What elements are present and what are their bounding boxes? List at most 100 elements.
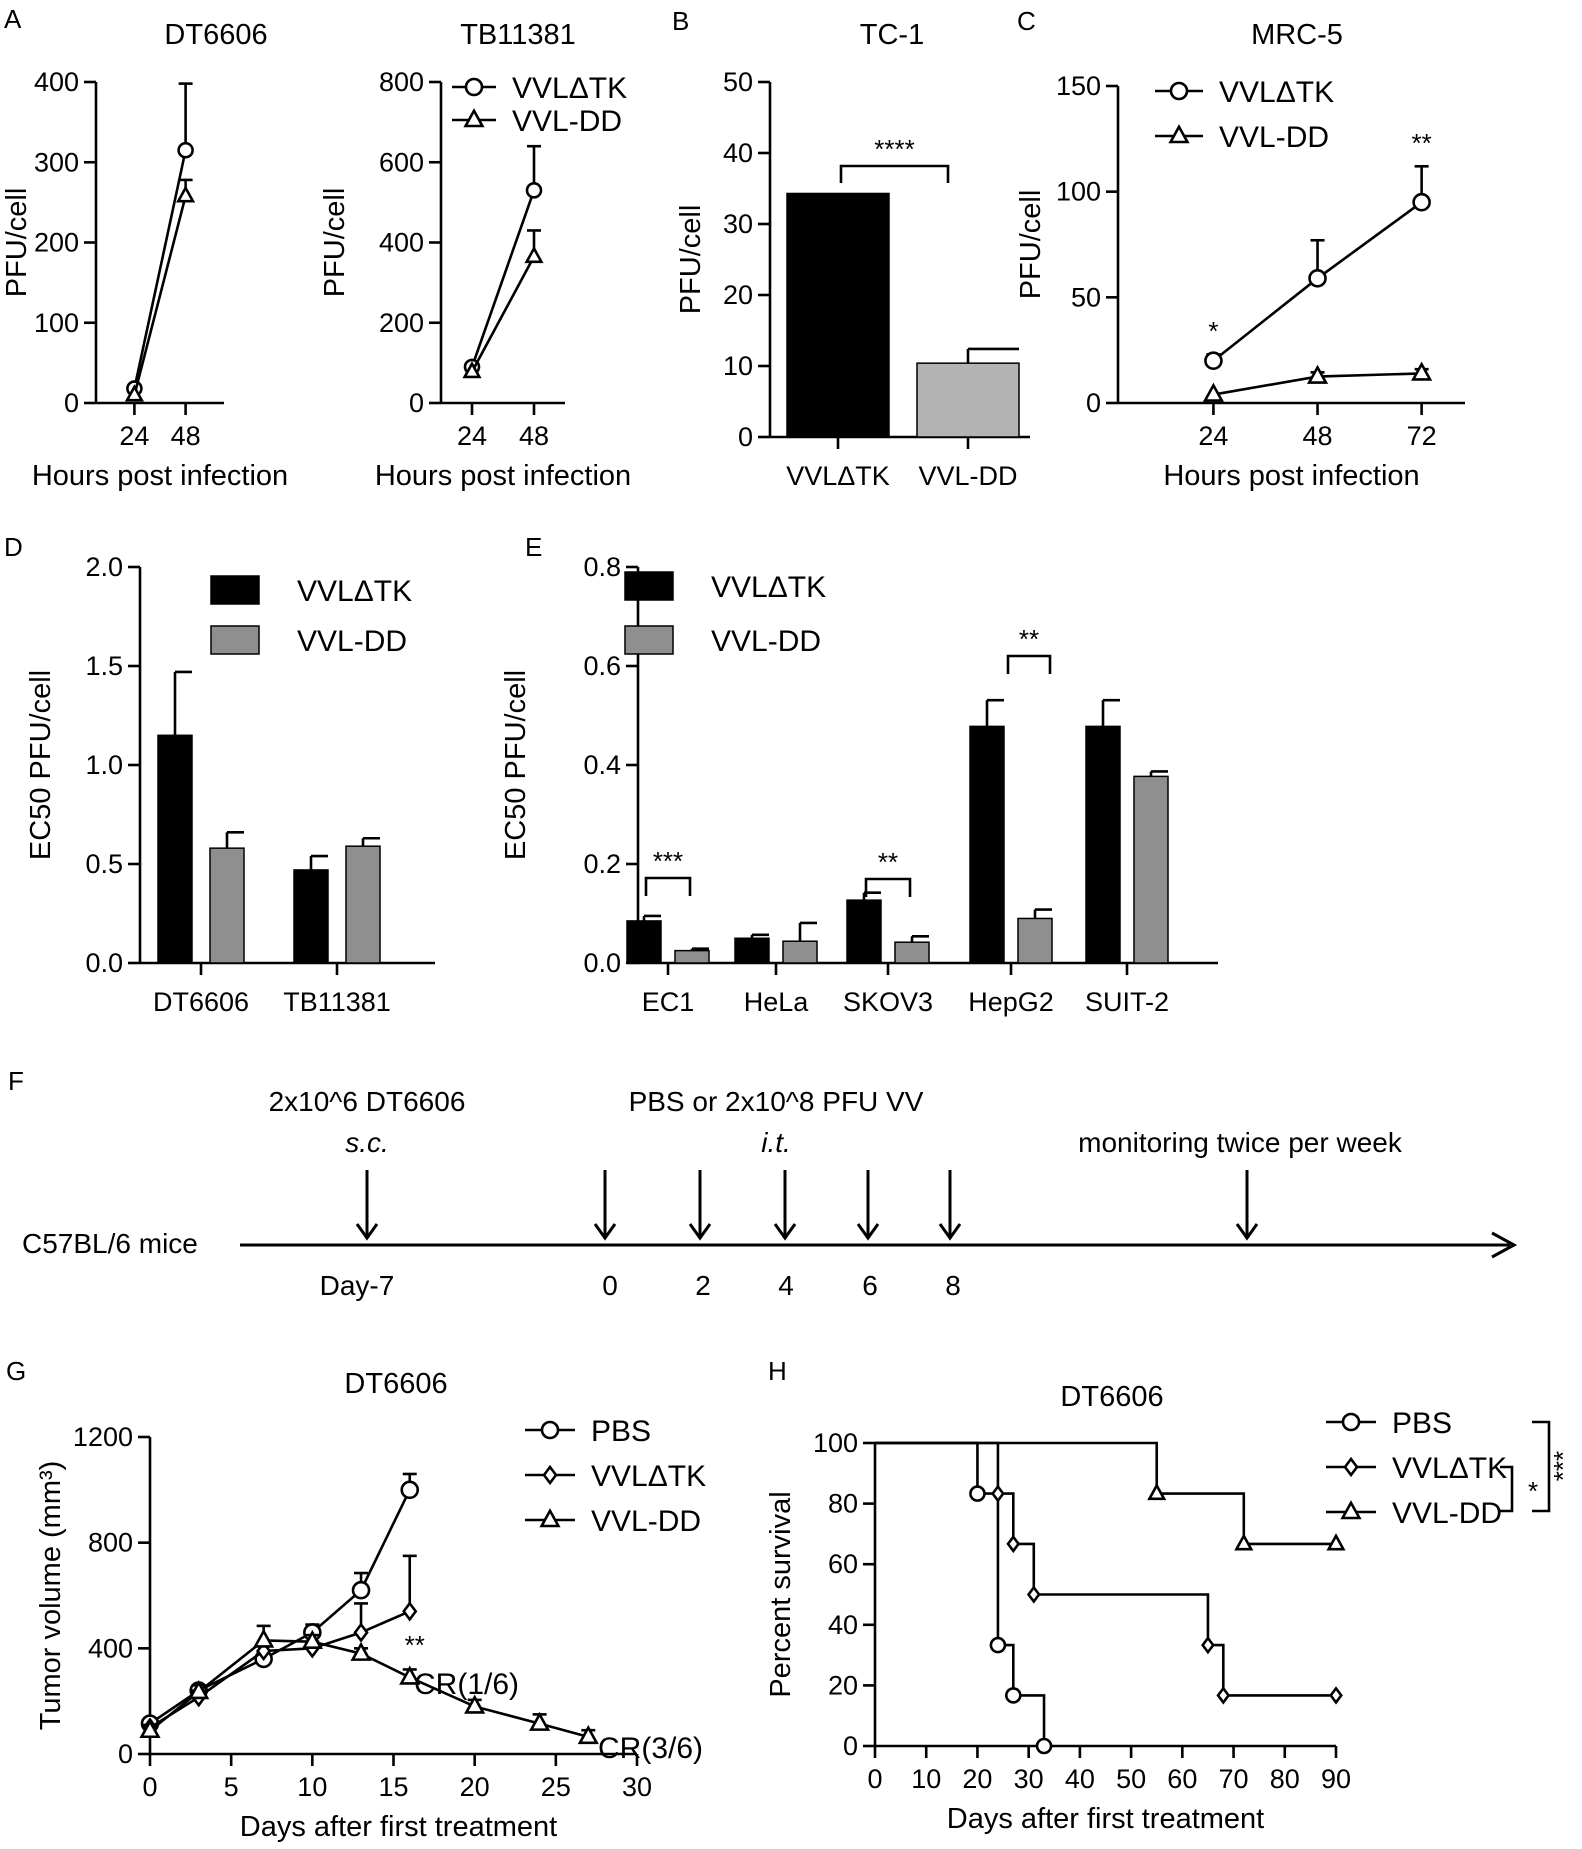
chart-g: G DT6606 0 400 800 1200 0 5 10 15 20 25 30 Tumor volu…: [6, 1356, 706, 1843]
legend-label: VVL-DD: [512, 105, 622, 138]
day-label: 4: [778, 1270, 794, 1301]
diamond-marker: [991, 1484, 1005, 1503]
legend-label: VVLΔTK: [591, 1460, 706, 1493]
triangle-marker: [463, 108, 485, 128]
y-tick-label: 0.4: [583, 750, 621, 780]
legend-swatch: [210, 575, 260, 605]
series-diamond: [142, 1554, 418, 1738]
y-tick-label: 40: [828, 1610, 858, 1640]
x-tick-label: VVL-DD: [918, 461, 1017, 491]
y-tick-label: 1200: [73, 1422, 133, 1452]
legend-label: VVLΔTK: [297, 575, 412, 608]
y-tick-label: 20: [828, 1670, 858, 1700]
x-axis-title: Days after first treatment: [240, 1811, 558, 1843]
legend-label: VVL-DD: [297, 625, 407, 658]
y-tick-label: 600: [379, 147, 424, 177]
significance-bracket: [864, 877, 912, 897]
bar: [293, 869, 329, 964]
x-tick-label: 30: [622, 1772, 652, 1802]
significance-bracket: [644, 876, 692, 896]
series-line: [149, 1489, 411, 1725]
series-line: [133, 195, 187, 396]
circle-marker: [464, 77, 484, 97]
survival-curve: [875, 1441, 1336, 1697]
y-axis-title: EC50 PFU/cell: [500, 670, 532, 860]
x-tick-label: HepG2: [968, 987, 1054, 1017]
y-tick-label: 0: [118, 1739, 133, 1769]
circle-marker: [1035, 1737, 1053, 1755]
x-tick-label: SKOV3: [843, 987, 933, 1017]
treatment-route-label: i.t.: [761, 1127, 791, 1158]
x-tick-label: 24: [119, 421, 149, 451]
timeline-arrowhead: [1491, 1231, 1518, 1259]
panel-letter: E: [525, 532, 542, 562]
y-tick-label: 0: [1086, 388, 1101, 418]
legend-label: VVLΔTK: [512, 72, 627, 105]
panel-f-timeline: F C57BL/6 mice 2x10^6 DT6606 s.c. PBS or…: [8, 1066, 1518, 1301]
x-tick-label: 10: [911, 1764, 941, 1794]
significance-bracket: [1500, 1465, 1514, 1513]
y-tick-label: 800: [379, 67, 424, 97]
treatment-label: PBS or 2x10^8 PFU VV: [629, 1086, 924, 1117]
significance-label: ***: [653, 846, 683, 876]
diamond-marker: [1006, 1534, 1021, 1554]
y-tick-label: 40: [723, 138, 753, 168]
circle-marker: [1412, 192, 1431, 212]
circle-marker: [351, 1580, 371, 1600]
triangle-marker: [1147, 1482, 1167, 1501]
bar: [916, 362, 1020, 438]
x-tick-label: 24: [457, 421, 487, 451]
panel-letter: C: [1017, 6, 1036, 36]
series-diamond: [875, 1441, 1343, 1705]
x-tick-label: EC1: [642, 987, 695, 1017]
x-tick-label: 24: [1198, 421, 1228, 451]
legend-label: VVL-DD: [591, 1505, 701, 1538]
triangle-marker: [464, 1694, 486, 1714]
y-tick-label: 150: [1056, 71, 1101, 101]
bar: [626, 920, 662, 964]
diamond-marker: [1343, 1456, 1359, 1478]
y-tick-label: 800: [88, 1528, 133, 1558]
chart-title: MRC-5: [1251, 19, 1343, 51]
y-axis-title: PFU/cell: [675, 205, 707, 315]
legend-label: VVL-DD: [1219, 121, 1329, 154]
series-triangle: [462, 229, 544, 379]
legend-label: VVLΔTK: [711, 571, 826, 604]
x-tick-label: 20: [460, 1772, 490, 1802]
x-tick-label: 15: [378, 1772, 408, 1802]
triangle-marker: [577, 1724, 599, 1745]
triangle-marker: [301, 1629, 323, 1650]
legend-label: PBS: [1392, 1407, 1452, 1440]
circle-marker: [540, 1420, 560, 1440]
day-label: 2: [695, 1270, 711, 1301]
arrowhead-day-4: [773, 1223, 797, 1241]
y-tick-label: 100: [813, 1428, 858, 1458]
panel-letter: H: [768, 1356, 787, 1386]
diamond-marker: [402, 1601, 418, 1622]
x-tick-label: 48: [519, 421, 549, 451]
series-triangle: [1202, 361, 1433, 402]
x-tick-label: 72: [1407, 421, 1437, 451]
bar: [782, 940, 818, 964]
panel-letter: G: [6, 1356, 26, 1386]
circle-marker: [969, 1485, 986, 1502]
y-tick-label: 1.5: [85, 651, 123, 681]
panel-letter: A: [4, 4, 22, 34]
chart-title: DT6606: [1060, 1381, 1163, 1413]
y-tick-label: 100: [34, 308, 79, 338]
x-tick-label: 50: [1116, 1764, 1146, 1794]
x-axis-title: Hours post infection: [375, 460, 631, 492]
significance-label: *: [1528, 1476, 1538, 1506]
circle-marker: [1341, 1412, 1361, 1432]
monitoring-label: monitoring twice per week: [1078, 1127, 1403, 1158]
circle-marker: [177, 141, 194, 159]
significance-label: ****: [874, 134, 914, 164]
y-tick-label: 200: [34, 228, 79, 258]
y-tick-label: 2.0: [85, 552, 123, 582]
y-tick-label: 0: [409, 388, 424, 418]
series-circle: [1204, 165, 1431, 371]
series-line: [470, 189, 536, 368]
inoculation-label: 2x10^6 DT6606: [269, 1086, 466, 1117]
y-tick-label: 50: [1071, 282, 1101, 312]
y-tick-label: 0: [738, 422, 753, 452]
